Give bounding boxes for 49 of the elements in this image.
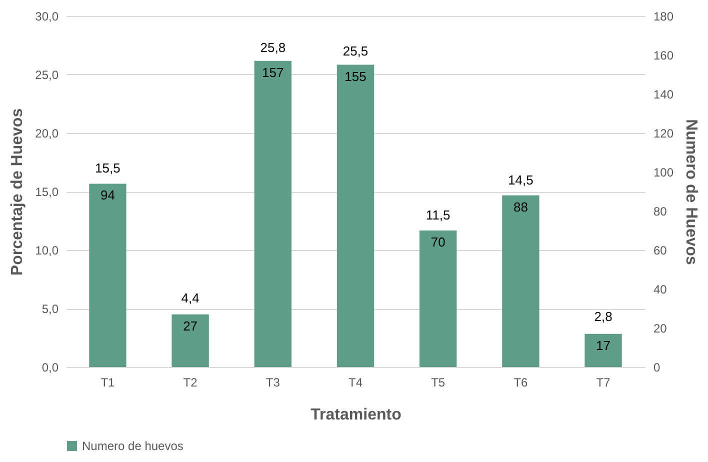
y2-tick-label: 0 — [654, 360, 660, 374]
annotation: 15,5 — [95, 160, 120, 176]
y2-tick-label: 160 — [654, 48, 674, 62]
data-label: 94 — [100, 188, 115, 203]
data-label: 155 — [344, 68, 366, 84]
bar — [420, 230, 457, 367]
y-tick-label: 15,0 — [35, 185, 59, 199]
y2-axis-title: Numero de Huevos — [682, 119, 700, 266]
y2-tick-label: 100 — [654, 166, 674, 180]
y-tick-label: 0,0 — [42, 360, 59, 374]
annotation: 2,8 — [594, 309, 612, 324]
data-label: 17 — [596, 338, 611, 353]
data-label: 157 — [262, 64, 284, 80]
annotation: 14,5 — [508, 172, 534, 188]
y-tick-label: 10,0 — [35, 244, 59, 258]
x-tick-label: T6 — [514, 376, 528, 390]
y2-tick-label: 20 — [654, 322, 668, 336]
y-tick-label: 20,0 — [35, 126, 59, 140]
y2-tick-label: 140 — [654, 88, 674, 102]
y-tick-label: 30,0 — [35, 10, 59, 24]
bar — [584, 334, 622, 367]
y2-tick-label: 120 — [654, 126, 674, 140]
bar — [336, 64, 374, 367]
y2-tick-label: 180 — [654, 10, 674, 24]
x-tick-label: T4 — [348, 376, 363, 390]
x-tick-label: T1 — [100, 376, 116, 390]
y-axis-title: Porcentaje de Huevos — [9, 108, 26, 276]
bar — [89, 184, 126, 367]
x-tick-label: T5 — [431, 376, 446, 390]
bar — [254, 60, 292, 367]
x-tick-label: T3 — [266, 376, 280, 390]
y2-tick-label: 80 — [654, 204, 668, 218]
legend-label: Numero de huevos — [82, 439, 184, 453]
y-tick-label: 25,0 — [35, 68, 59, 82]
x-tick-label: T2 — [183, 376, 198, 390]
bar — [502, 195, 540, 367]
annotation: 4,4 — [181, 290, 200, 306]
x-tick-label: T7 — [596, 376, 611, 390]
x-axis-title: Tratamiento — [310, 406, 402, 424]
data-label: 88 — [513, 199, 528, 214]
annotation: 11,5 — [426, 207, 450, 222]
y2-tick-label: 40 — [654, 282, 668, 296]
y-tick-label: 5,0 — [42, 302, 59, 316]
annotation: 25,8 — [260, 40, 286, 56]
data-label: 70 — [430, 234, 446, 250]
y2-tick-label: 60 — [654, 244, 668, 258]
data-label: 27 — [183, 318, 198, 334]
annotation: 25,5 — [342, 44, 368, 59]
bar — [172, 314, 209, 367]
